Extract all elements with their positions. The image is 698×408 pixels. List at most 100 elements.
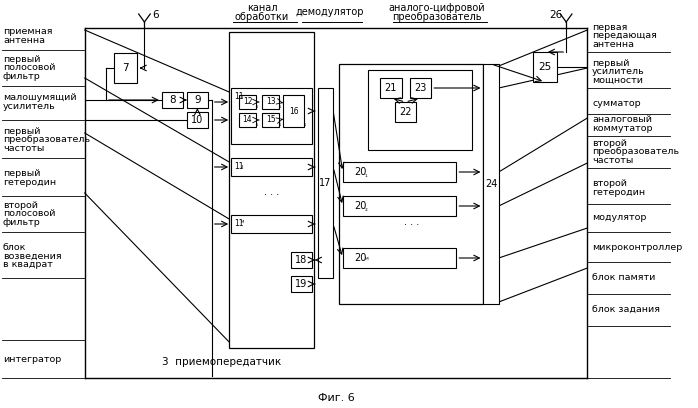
Text: демодулятор: демодулятор	[295, 7, 364, 17]
Text: · · ·: · · ·	[403, 220, 419, 230]
Text: 7: 7	[122, 63, 128, 73]
Bar	[380, 78, 401, 98]
Text: 11: 11	[234, 219, 244, 228]
Text: усилитель: усилитель	[3, 102, 56, 111]
Bar	[239, 95, 256, 109]
Bar	[395, 102, 416, 122]
Text: 13: 13	[266, 98, 276, 106]
Text: ₁: ₁	[255, 104, 258, 109]
Bar	[231, 215, 312, 233]
Text: второй: второй	[592, 139, 628, 148]
Text: первый: первый	[3, 55, 40, 64]
Text: 20: 20	[355, 167, 366, 177]
Text: 24: 24	[485, 179, 497, 189]
Text: 12: 12	[243, 98, 252, 106]
Text: модулятор: модулятор	[592, 213, 646, 222]
Text: ₁: ₁	[365, 172, 368, 178]
Text: 25: 25	[538, 62, 551, 72]
Text: блок: блок	[3, 243, 27, 252]
Text: Фиг. 6: Фиг. 6	[318, 393, 355, 403]
Text: 9: 9	[194, 95, 201, 105]
Text: обработки: обработки	[235, 12, 289, 22]
Text: в квадрат: в квадрат	[3, 260, 53, 269]
Bar	[229, 32, 314, 348]
Text: мощности: мощности	[592, 76, 643, 85]
Bar	[114, 53, 137, 83]
Bar	[262, 95, 279, 109]
Text: 15: 15	[266, 115, 276, 124]
Text: ₁: ₁	[241, 94, 243, 99]
Bar	[343, 196, 456, 216]
Text: антенна: антенна	[592, 40, 634, 49]
Text: 16: 16	[289, 106, 299, 115]
Text: 26: 26	[549, 10, 562, 20]
Bar	[339, 64, 483, 304]
Text: второй: второй	[3, 201, 38, 210]
Text: передающая: передающая	[592, 31, 657, 40]
Text: первый: первый	[3, 169, 40, 178]
Text: 21: 21	[385, 83, 397, 93]
Text: второй: второй	[592, 179, 628, 188]
Text: 20: 20	[355, 253, 366, 263]
Text: · · ·: · · ·	[264, 190, 279, 200]
Bar	[483, 64, 499, 304]
Text: ᴹ: ᴹ	[241, 221, 244, 226]
Text: преобразователь: преобразователь	[592, 148, 679, 157]
Text: 10: 10	[191, 115, 204, 125]
Text: малошумящий: малошумящий	[3, 93, 77, 102]
Text: ₂: ₂	[365, 206, 368, 212]
Bar	[368, 70, 472, 150]
Text: усилитель: усилитель	[592, 67, 645, 77]
Text: первая: первая	[592, 23, 628, 32]
Bar	[187, 112, 208, 128]
Text: частоты: частоты	[3, 144, 44, 153]
Text: коммутатор: коммутатор	[592, 124, 653, 133]
Text: канал: канал	[246, 3, 277, 13]
Bar	[410, 78, 431, 98]
Text: полосовой: полосовой	[3, 209, 55, 219]
Bar	[343, 162, 456, 182]
Text: 17: 17	[319, 178, 332, 188]
Text: 11: 11	[234, 92, 244, 101]
Text: ₁: ₁	[279, 122, 281, 127]
Text: 19: 19	[295, 279, 308, 289]
Text: ₁: ₁	[255, 122, 258, 127]
Text: 3  приемопередатчик: 3 приемопередатчик	[162, 357, 281, 367]
Text: 11: 11	[234, 162, 244, 171]
Text: первый: первый	[592, 59, 630, 68]
Text: сумматор: сумматор	[592, 98, 641, 107]
Text: преобразователь: преобразователь	[392, 12, 482, 22]
Text: блок памяти: блок памяти	[592, 273, 655, 282]
Text: аналого-цифровой: аналого-цифровой	[389, 3, 485, 13]
Text: микроконтроллер: микроконтроллер	[592, 244, 683, 253]
Bar	[239, 113, 256, 127]
Text: интегратор: интегратор	[3, 355, 61, 364]
Text: 22: 22	[399, 107, 412, 117]
Text: 14: 14	[243, 115, 252, 124]
Text: ₁: ₁	[279, 104, 281, 109]
Text: возведения: возведения	[3, 251, 61, 260]
Bar	[291, 252, 312, 268]
Text: 23: 23	[415, 83, 427, 93]
Text: 18: 18	[295, 255, 308, 265]
Text: фильтр: фильтр	[3, 218, 40, 227]
Text: гетеродин: гетеродин	[3, 178, 56, 187]
Text: антенна: антенна	[3, 36, 45, 45]
Text: ₁: ₁	[304, 122, 306, 127]
Bar	[231, 158, 312, 176]
Text: блок задания: блок задания	[592, 306, 660, 315]
Text: приемная: приемная	[3, 27, 52, 36]
Text: фильтр: фильтр	[3, 72, 40, 81]
Bar	[291, 276, 312, 292]
Text: частоты: частоты	[592, 156, 634, 165]
Text: ₂: ₂	[241, 164, 243, 169]
Bar	[231, 88, 312, 144]
Text: ᴹ: ᴹ	[365, 258, 369, 264]
Text: 6: 6	[152, 10, 158, 20]
Bar	[343, 248, 456, 268]
Bar	[162, 92, 183, 108]
Bar	[187, 92, 208, 108]
Text: преобразователь: преобразователь	[3, 135, 90, 144]
Bar	[318, 88, 333, 278]
Bar	[262, 113, 279, 127]
